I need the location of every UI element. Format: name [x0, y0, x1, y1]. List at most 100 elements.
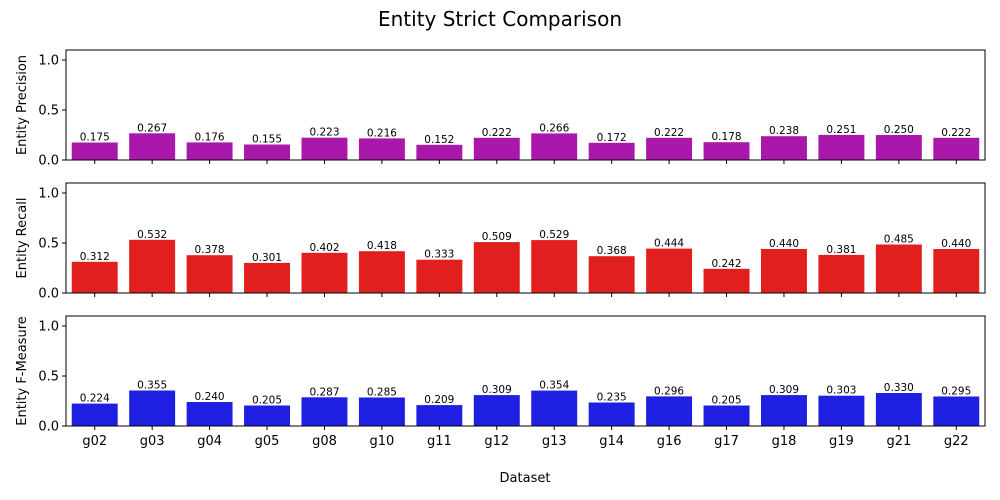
chart-panel: 0.312 0.532 0.378 0.301 0.402 0.418 0.333 0.509… — [15, 182, 986, 302]
bar — [760, 395, 807, 426]
x-tick-label: g12 — [484, 434, 509, 449]
bar — [703, 268, 750, 293]
y-tick-label: 0.5 — [38, 370, 59, 385]
plot-frame — [65, 49, 986, 161]
data-label: 0.240 — [195, 391, 225, 403]
data-label: 0.301 — [252, 252, 282, 264]
x-axis-label: Dataset — [500, 471, 551, 486]
data-label: 0.287 — [309, 386, 339, 398]
chart-panel: 0.224 0.355 0.240 0.205 0.287 0.285 0.209 0.309… — [15, 315, 986, 449]
y-axis-label: Entity Recall — [15, 198, 30, 279]
x-tick-label: g10 — [370, 434, 395, 449]
data-label: 0.402 — [309, 242, 339, 254]
data-label: 0.267 — [137, 122, 167, 134]
data-label: 0.378 — [195, 244, 225, 256]
bar — [531, 133, 578, 160]
bar — [358, 397, 405, 426]
bar — [129, 239, 176, 293]
x-tick-label: g22 — [944, 434, 969, 449]
bar — [933, 249, 980, 293]
bar — [416, 144, 463, 160]
data-label: 0.209 — [424, 394, 454, 406]
y-tick-label: 1.0 — [38, 187, 59, 202]
data-label: 0.368 — [597, 245, 627, 257]
bar — [646, 396, 693, 426]
data-label: 0.178 — [711, 131, 741, 143]
bar — [244, 262, 291, 293]
bar — [301, 397, 348, 426]
x-tick-label: g04 — [197, 434, 222, 449]
data-label: 0.205 — [252, 395, 282, 407]
bar — [301, 137, 348, 160]
y-axis-label: Entity F-Measure — [15, 316, 30, 426]
bar — [875, 393, 922, 426]
x-tick-label: g02 — [82, 434, 107, 449]
data-label: 0.222 — [482, 127, 512, 139]
data-label: 0.355 — [137, 380, 167, 392]
data-label: 0.444 — [654, 238, 684, 250]
bar — [244, 405, 291, 426]
bar — [875, 244, 922, 293]
bar — [71, 261, 118, 293]
bar — [818, 395, 865, 426]
data-label: 0.176 — [195, 131, 225, 143]
x-tick-label: g21 — [886, 434, 911, 449]
bar — [531, 390, 578, 426]
bar — [531, 240, 578, 293]
y-tick-label: 0.5 — [38, 104, 59, 119]
data-label: 0.333 — [424, 249, 454, 261]
data-label: 0.532 — [137, 229, 167, 241]
x-tick-label: g19 — [829, 434, 854, 449]
x-tick-label: g14 — [599, 434, 624, 449]
data-label: 0.330 — [884, 382, 914, 394]
data-label: 0.222 — [654, 127, 684, 139]
bar — [416, 259, 463, 293]
bar — [301, 252, 348, 293]
y-tick-label: 1.0 — [38, 54, 59, 69]
data-label: 0.205 — [711, 395, 741, 407]
bar — [244, 144, 291, 160]
bar — [703, 405, 750, 426]
data-label: 0.250 — [884, 124, 914, 136]
data-label: 0.296 — [654, 385, 684, 397]
data-label: 0.309 — [769, 384, 799, 396]
data-label: 0.238 — [769, 125, 799, 137]
bar — [818, 254, 865, 293]
bar — [186, 255, 233, 293]
data-label: 0.295 — [941, 386, 971, 398]
bar — [186, 402, 233, 426]
chart-panels: 0.175 0.267 0.176 0.155 0.223 0.216 0.152 0.222… — [15, 49, 986, 449]
x-tick-label: g17 — [714, 434, 739, 449]
bar — [703, 142, 750, 160]
bar — [416, 405, 463, 426]
x-tick-label: g16 — [657, 434, 682, 449]
data-label: 0.418 — [367, 240, 397, 252]
data-label: 0.242 — [711, 258, 741, 270]
figure-title: Entity Strict Comparison — [378, 7, 622, 31]
y-tick-label: 0.5 — [38, 237, 59, 252]
data-label: 0.485 — [884, 234, 914, 246]
chart-panel: 0.175 0.267 0.176 0.155 0.223 0.216 0.152 0.222… — [15, 49, 986, 169]
x-tick-label: g18 — [772, 434, 797, 449]
data-label: 0.222 — [941, 127, 971, 139]
y-tick-label: 1.0 — [38, 320, 59, 335]
data-label: 0.175 — [80, 132, 110, 144]
x-tick-label: g03 — [140, 434, 165, 449]
y-tick-label: 0.0 — [38, 287, 59, 302]
bar — [358, 251, 405, 293]
data-label: 0.312 — [80, 251, 110, 263]
data-label: 0.529 — [539, 229, 569, 241]
y-axis-label: Entity Precision — [15, 55, 30, 155]
y-tick-label: 0.0 — [38, 154, 59, 169]
bar — [588, 142, 635, 160]
y-tick-label: 0.0 — [38, 420, 59, 435]
bar — [71, 403, 118, 426]
bar — [760, 136, 807, 160]
data-label: 0.216 — [367, 127, 397, 139]
data-label: 0.152 — [424, 134, 454, 146]
bar — [129, 390, 176, 426]
data-label: 0.303 — [826, 385, 856, 397]
bar — [473, 395, 520, 426]
data-label: 0.440 — [769, 238, 799, 250]
